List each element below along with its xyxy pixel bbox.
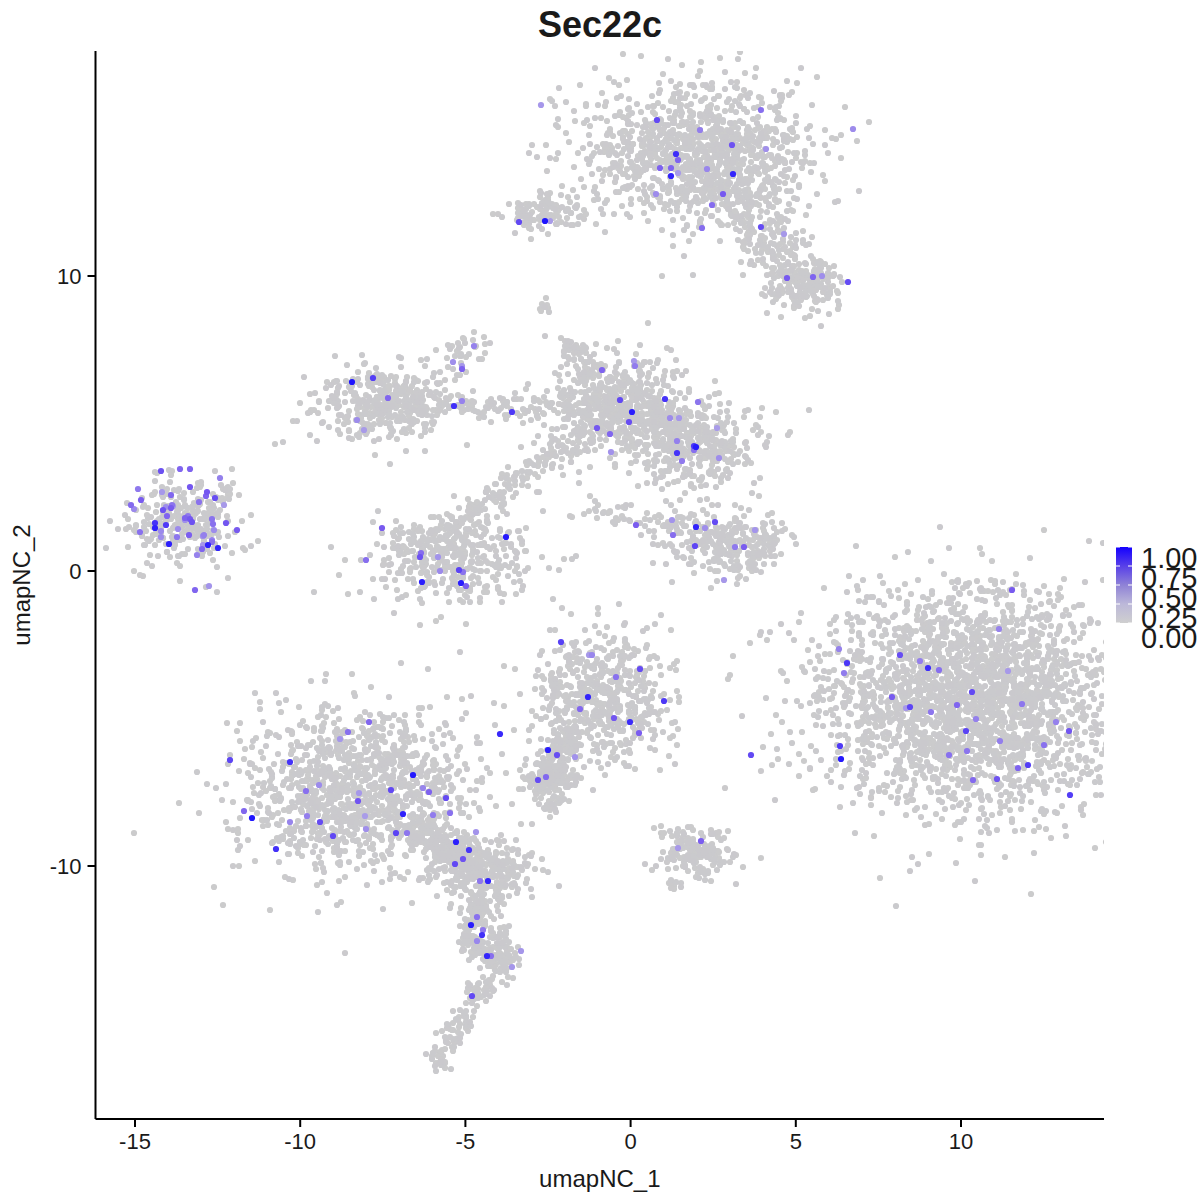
svg-text:-10: -10	[284, 1129, 316, 1154]
svg-text:umapNC_2: umapNC_2	[8, 524, 35, 645]
svg-text:0.00: 0.00	[1141, 622, 1197, 654]
svg-text:-5: -5	[456, 1129, 476, 1154]
svg-text:5: 5	[790, 1129, 802, 1154]
svg-text:0: 0	[69, 559, 81, 584]
svg-text:-15: -15	[119, 1129, 151, 1154]
svg-text:0: 0	[624, 1129, 636, 1154]
svg-text:10: 10	[57, 264, 81, 289]
svg-text:10: 10	[949, 1129, 973, 1154]
svg-text:umapNC_1: umapNC_1	[539, 1165, 660, 1192]
svg-text:-10: -10	[50, 854, 82, 879]
